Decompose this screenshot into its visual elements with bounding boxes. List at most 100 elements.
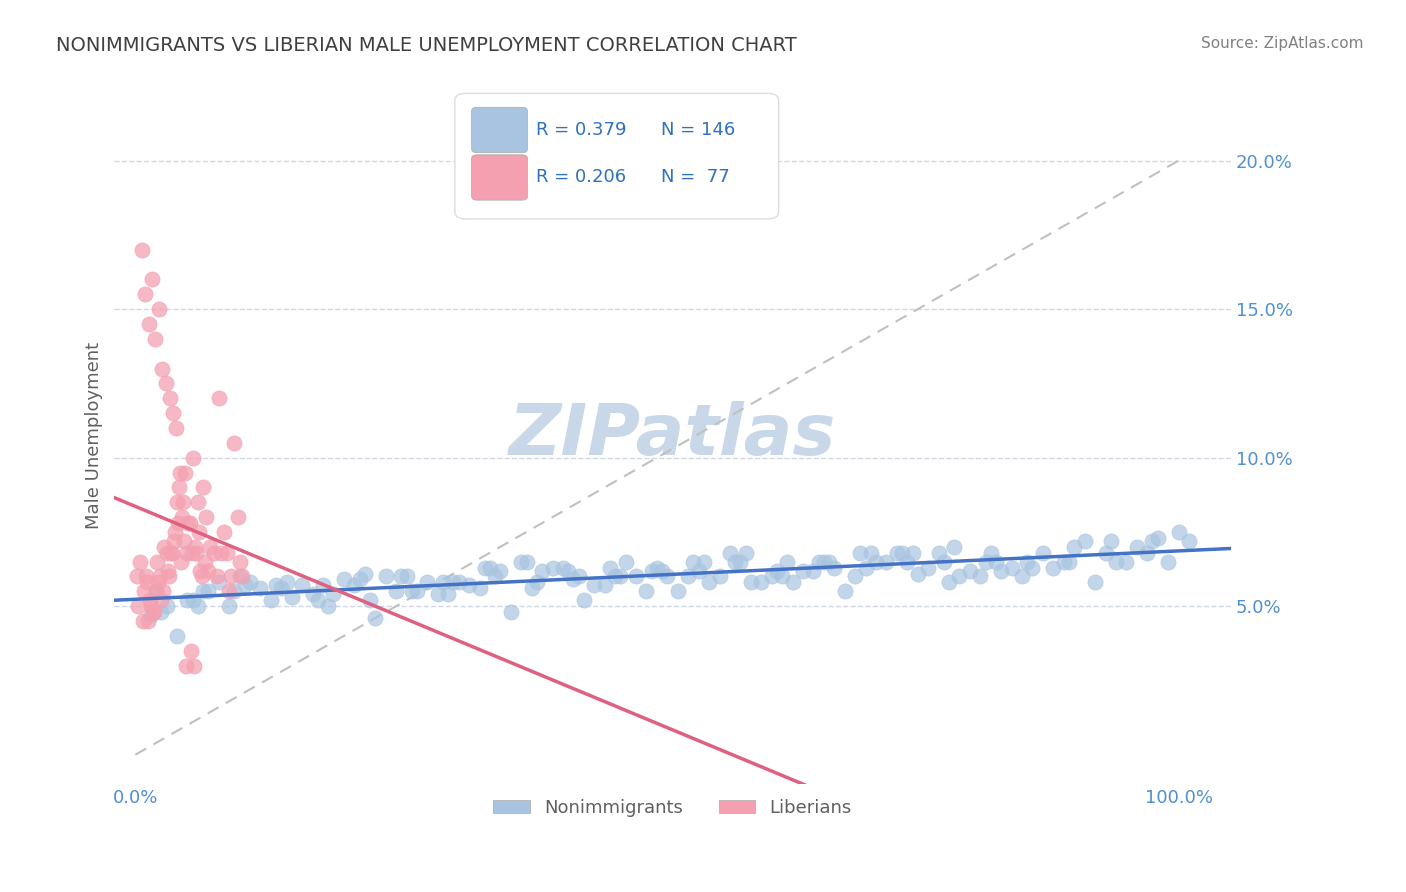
Point xyxy=(231,569,253,583)
Point xyxy=(197,584,219,599)
Point xyxy=(239,575,262,590)
Point xyxy=(153,540,176,554)
Point xyxy=(212,524,235,539)
Point xyxy=(1157,555,1180,569)
Point xyxy=(139,593,162,607)
Point xyxy=(160,546,183,560)
Point xyxy=(127,599,149,614)
Point xyxy=(484,569,506,583)
Point xyxy=(1053,555,1076,569)
Point xyxy=(218,584,240,599)
Point xyxy=(531,564,554,578)
Point xyxy=(749,575,772,590)
Point xyxy=(907,566,929,581)
Point xyxy=(132,584,155,599)
Point xyxy=(766,564,789,578)
Point xyxy=(224,435,246,450)
Point xyxy=(174,466,197,480)
Point xyxy=(1146,531,1168,545)
Point xyxy=(155,599,177,614)
Point xyxy=(134,287,156,301)
Point xyxy=(406,584,429,599)
Point xyxy=(143,332,166,346)
Text: Source: ZipAtlas.com: Source: ZipAtlas.com xyxy=(1201,36,1364,51)
Point xyxy=(1017,555,1039,569)
Point xyxy=(152,361,174,376)
Point xyxy=(349,573,371,587)
Point xyxy=(135,569,157,583)
Point xyxy=(974,555,997,569)
Point xyxy=(208,391,231,405)
Point xyxy=(138,317,160,331)
Point xyxy=(181,450,204,465)
Point xyxy=(322,587,344,601)
Point xyxy=(718,546,741,560)
Point xyxy=(364,611,387,625)
Point xyxy=(1001,560,1024,574)
Point xyxy=(166,629,188,643)
Point xyxy=(583,578,606,592)
Point xyxy=(180,644,202,658)
Point xyxy=(1073,533,1095,548)
Point xyxy=(499,605,522,619)
Point xyxy=(807,555,830,569)
Point xyxy=(226,510,249,524)
Point xyxy=(359,593,381,607)
Point xyxy=(599,560,621,574)
Point xyxy=(818,555,841,569)
Point xyxy=(191,569,214,583)
Point xyxy=(943,540,966,554)
Point xyxy=(162,406,184,420)
Text: R = 0.206: R = 0.206 xyxy=(536,168,627,186)
Point xyxy=(191,584,214,599)
Point xyxy=(146,555,169,569)
Text: N =  77: N = 77 xyxy=(661,168,730,186)
Point xyxy=(148,575,170,590)
Point xyxy=(264,578,287,592)
Point xyxy=(676,569,699,583)
Point xyxy=(489,564,512,578)
Point xyxy=(834,584,856,599)
Point xyxy=(458,578,481,592)
Point xyxy=(145,584,167,599)
Point xyxy=(709,569,731,583)
Point xyxy=(515,555,537,569)
Point xyxy=(385,584,408,599)
Point xyxy=(163,533,186,548)
Point xyxy=(776,555,799,569)
Point xyxy=(609,569,631,583)
Point xyxy=(984,555,1007,569)
Point xyxy=(551,560,574,574)
Point xyxy=(593,578,616,592)
Point xyxy=(886,546,908,560)
Y-axis label: Male Unemployment: Male Unemployment xyxy=(86,342,103,529)
Point xyxy=(917,560,939,574)
Point xyxy=(353,566,375,581)
Point xyxy=(813,555,835,569)
Point xyxy=(374,569,396,583)
Point xyxy=(316,599,339,614)
Point xyxy=(693,555,716,569)
Point xyxy=(131,614,153,628)
Text: R = 0.379: R = 0.379 xyxy=(536,120,627,138)
Point xyxy=(849,546,872,560)
Point xyxy=(948,569,970,583)
Point xyxy=(173,533,195,548)
Point xyxy=(194,555,217,569)
Point xyxy=(782,575,804,590)
Point xyxy=(219,569,242,583)
Point xyxy=(165,421,187,435)
Point xyxy=(136,614,159,628)
Point xyxy=(307,593,329,607)
Point xyxy=(145,584,167,599)
Point xyxy=(688,564,710,578)
Point xyxy=(301,587,323,601)
Point xyxy=(1105,555,1128,569)
Point xyxy=(645,560,668,574)
Point xyxy=(187,599,209,614)
Point xyxy=(724,555,747,569)
Point xyxy=(184,540,207,554)
Point xyxy=(432,575,454,590)
FancyBboxPatch shape xyxy=(471,155,527,200)
Point xyxy=(891,546,914,560)
